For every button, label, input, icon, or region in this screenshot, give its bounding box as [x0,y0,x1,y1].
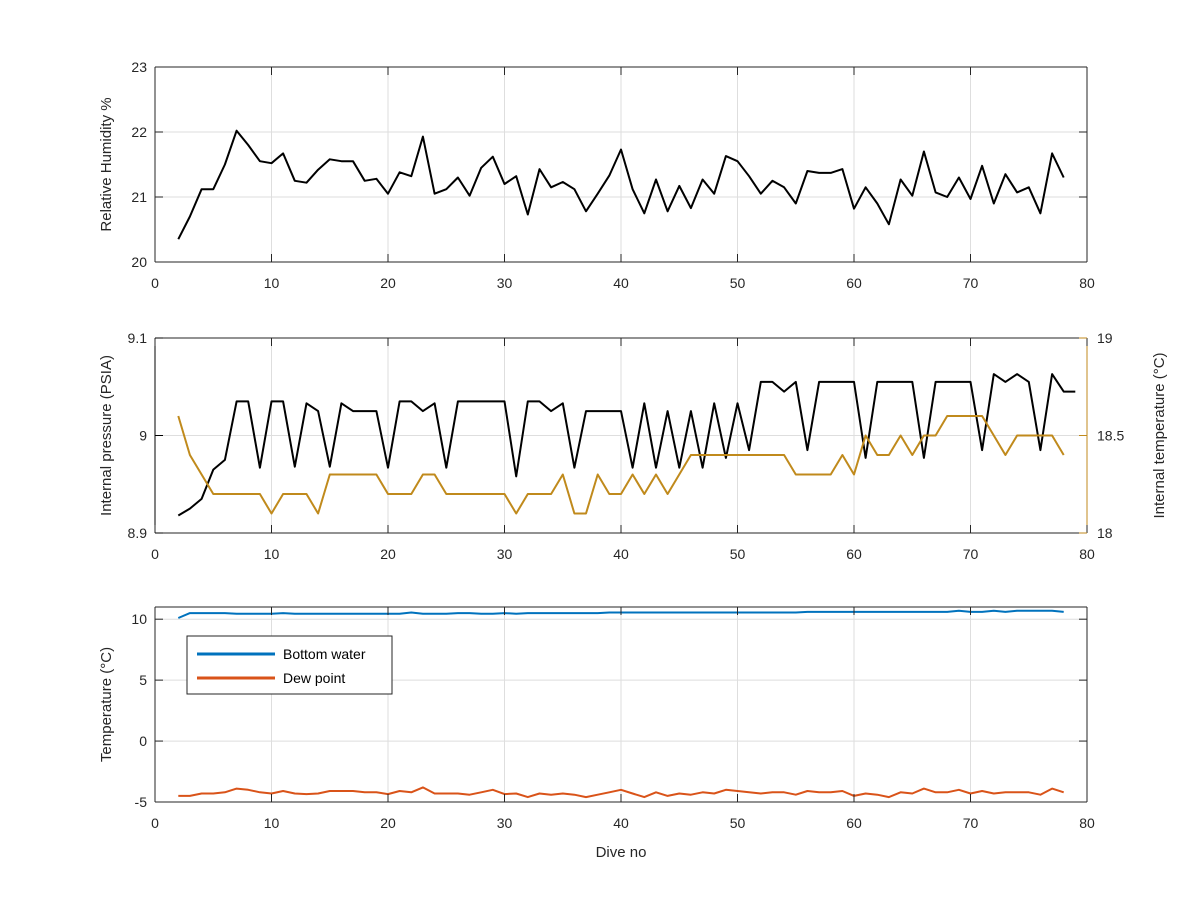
legend: Bottom water Dew point [186,635,393,695]
legend-label-0: Bottom water [283,646,366,662]
x-tick-label: 0 [151,275,159,291]
x-tick-label: 20 [380,275,396,291]
x-tick-label: 60 [846,546,862,562]
x-tick-label: 60 [846,275,862,291]
x-tick-label: 40 [613,546,629,562]
y-axis-title: Relative Humidity % [98,97,115,231]
y-tick-label: 5 [139,672,147,688]
x-tick-label: 40 [613,275,629,291]
x-tick-label: 80 [1079,546,1095,562]
y-tick-label: 8.9 [128,525,148,541]
y-tick-label: 21 [131,189,147,205]
x-tick-label: 30 [497,815,513,831]
y2-tick-label: 18 [1097,525,1113,541]
x-tick-label: 10 [264,275,280,291]
x-tick-label: 50 [730,275,746,291]
x-tick-label: 0 [151,815,159,831]
series-line-1 [177,415,1065,515]
x-tick-label: 70 [963,546,979,562]
x-tick-label: 50 [730,815,746,831]
humidity-panel: 0 10 20 30 40 50 60 70 80 20 21 22 23 Relative Humidi… [98,59,1095,291]
y-axis-title: Internal pressure (PSIA) [98,355,115,516]
y-tick-label: 9 [139,428,147,444]
series-line-0 [177,129,1065,240]
x-tick-label: 30 [497,275,513,291]
y-tick-label: 22 [131,124,147,140]
x-tick-label: 50 [730,546,746,562]
y2-tick-label: 19 [1097,330,1113,346]
x-axis-title: Dive no [596,844,647,861]
x-tick-label: 10 [264,546,280,562]
y2-axis-title: Internal temperature (°C) [1151,352,1168,518]
y-axis-title: Temperature (°C) [98,647,115,762]
pressure-temperature-panel: 0 10 20 30 40 50 60 70 80 8.9 9 9.1 18 18.5 19 Internal… [98,330,1168,562]
y2-tick-label: 18.5 [1097,428,1124,444]
x-tick-label: 40 [613,815,629,831]
x-tick-label: 70 [963,275,979,291]
y-tick-label: 9.1 [128,330,148,346]
legend-box [186,635,393,695]
y-tick-label: 10 [131,611,147,627]
x-tick-label: 10 [264,815,280,831]
x-tick-label: 80 [1079,815,1095,831]
x-tick-label: 60 [846,815,862,831]
series-line-0 [177,373,1076,517]
x-tick-label: 70 [963,815,979,831]
y-tick-label: -5 [135,794,148,810]
series-line-1 [178,786,1065,799]
legend-label-1: Dew point [283,670,345,686]
x-tick-label: 20 [380,546,396,562]
y-tick-label: 23 [131,59,147,75]
y-tick-label: 20 [131,254,147,270]
x-tick-label: 0 [151,546,159,562]
x-tick-label: 20 [380,815,396,831]
x-tick-label: 30 [497,546,513,562]
x-tick-label: 80 [1079,275,1095,291]
y-tick-label: 0 [139,733,147,749]
